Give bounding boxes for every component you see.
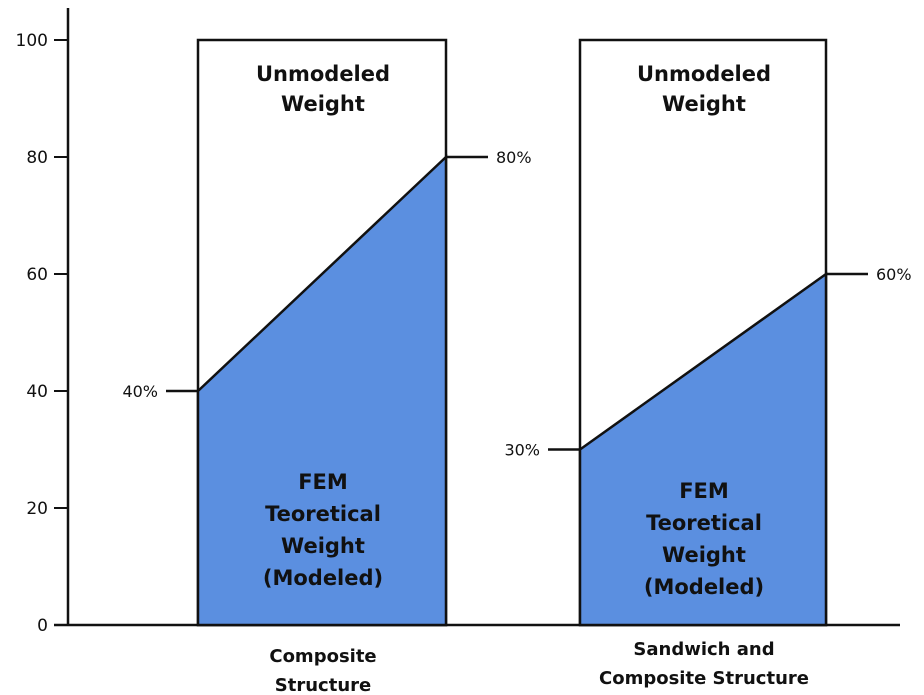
modeled-label: Teoretical [265,502,381,526]
category-label: Composite Structure [599,668,809,689]
start-value-label: 30% [504,441,540,460]
end-value-label: 60% [876,265,912,284]
unmodeled-label: Weight [281,92,365,116]
y-tick-label: 100 [16,31,48,51]
unmodeled-label: Weight [662,92,746,116]
modeled-label: Weight [662,543,746,567]
unmodeled-label: Unmodeled [256,62,390,86]
modeled-label: (Modeled) [644,575,764,599]
category-label: Sandwich and [633,639,774,660]
bar-group: 30% 60% Unmodeled Weight FEM Teoretical Weight… [504,38,912,689]
modeled-label: FEM [679,479,729,503]
y-tick-label: 60 [26,265,48,285]
modeled-label: Weight [281,534,365,558]
modeled-label: Teoretical [646,511,762,535]
y-tick-label: 80 [26,148,48,168]
category-label: Composite [269,646,376,667]
unmodeled-label: Unmodeled [637,62,771,86]
bar-group: 40% 80% Unmodeled Weight FEM Teoretical Weight… [122,38,532,695]
category-label: Structure [275,675,371,695]
end-value-label: 80% [496,148,532,167]
y-tick-label: 0 [37,616,48,636]
start-value-label: 40% [122,382,158,401]
bars: 40% 80% Unmodeled Weight FEM Teoretical Weight… [122,38,912,695]
y-tick-label: 40 [26,382,48,402]
modeled-label: FEM [298,470,348,494]
modeled-label: (Modeled) [263,566,383,590]
y-tick-label: 20 [26,499,48,519]
